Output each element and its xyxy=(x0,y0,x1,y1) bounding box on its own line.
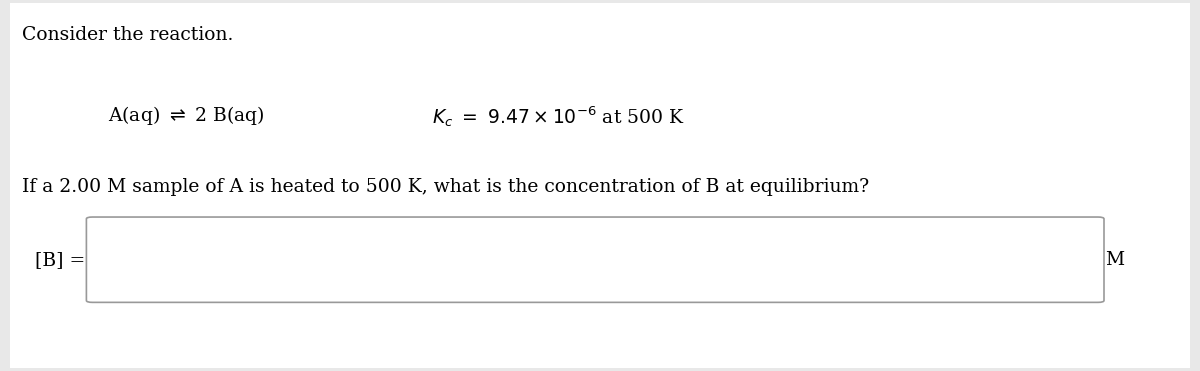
FancyBboxPatch shape xyxy=(86,217,1104,302)
Text: [B] =: [B] = xyxy=(35,251,85,269)
Text: M: M xyxy=(1105,251,1124,269)
Text: A(aq) $\rightleftharpoons$ 2 B(aq): A(aq) $\rightleftharpoons$ 2 B(aq) xyxy=(108,104,264,127)
Text: $K_c\ =\ 9.47 \times 10^{-6}$ at 500 K: $K_c\ =\ 9.47 \times 10^{-6}$ at 500 K xyxy=(432,104,685,129)
Text: Consider the reaction.: Consider the reaction. xyxy=(22,26,233,44)
Text: If a 2.00 M sample of A is heated to 500 K, what is the concentration of B at eq: If a 2.00 M sample of A is heated to 500… xyxy=(22,178,869,196)
FancyBboxPatch shape xyxy=(10,3,1190,368)
